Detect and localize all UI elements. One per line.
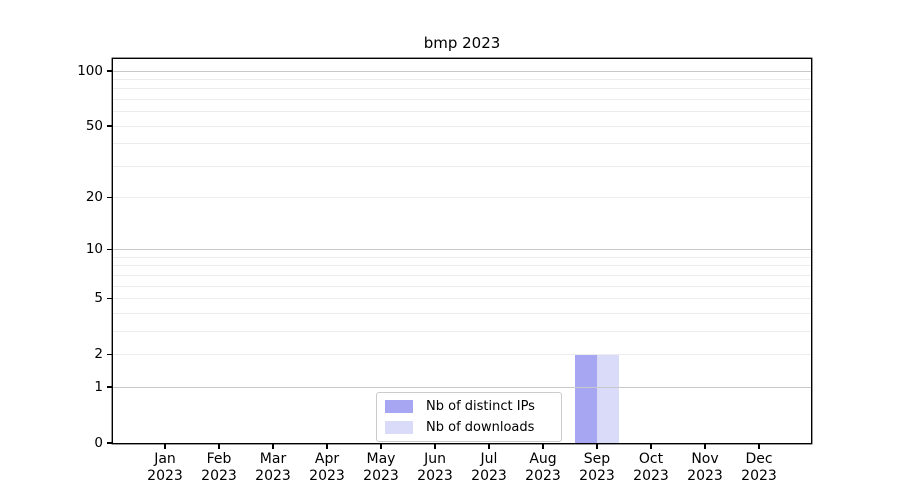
legend-swatch-distinct-ips-icon — [385, 400, 413, 414]
minor-gridline-9 — [113, 256, 811, 258]
minor-gridline-5 — [113, 298, 811, 300]
minor-gridline-90 — [113, 78, 811, 80]
y-tick-2 — [106, 353, 112, 356]
y-tick-label-100: 100 — [77, 62, 103, 79]
x-tick-sep-2023 — [596, 444, 598, 450]
legend-item-downloads: Nb of downloads — [385, 419, 553, 436]
y-tick-0 — [106, 442, 112, 444]
x-tick-label-may-2023: May 2023 — [363, 451, 399, 484]
major-gridline-100 — [113, 70, 811, 72]
y-tick-label-50: 50 — [85, 117, 103, 134]
bar-nb-of-distinct-ips-sep-2023 — [575, 354, 597, 443]
minor-gridline-30 — [113, 165, 811, 167]
y-tick-label-10: 10 — [85, 241, 103, 258]
y-tick-label-1: 1 — [94, 378, 103, 395]
y-tick-10 — [106, 249, 112, 251]
x-tick-nov-2023 — [704, 444, 706, 450]
x-tick-label-mar-2023: Mar 2023 — [255, 451, 291, 484]
x-tick-oct-2023 — [650, 444, 652, 450]
y-tick-1 — [106, 386, 112, 388]
x-tick-feb-2023 — [218, 444, 220, 450]
minor-gridline-3 — [113, 330, 811, 332]
minor-gridline-6 — [113, 285, 811, 287]
x-tick-label-dec-2023: Dec 2023 — [741, 451, 777, 484]
minor-gridline-7 — [113, 274, 811, 276]
minor-gridline-4 — [113, 312, 811, 314]
y-tick-50 — [106, 125, 112, 127]
x-tick-label-aug-2023: Aug 2023 — [525, 451, 561, 484]
legend-label-distinct-ips: Nb of distinct IPs — [426, 399, 535, 415]
x-tick-label-feb-2023: Feb 2023 — [201, 451, 237, 484]
major-gridline-1 — [113, 386, 811, 388]
y-tick-label-2: 2 — [94, 345, 103, 362]
x-tick-label-apr-2023: Apr 2023 — [309, 451, 345, 484]
x-tick-jan-2023 — [164, 444, 166, 450]
legend: Nb of distinct IPs Nb of downloads — [376, 392, 562, 442]
grid-layer — [113, 59, 811, 443]
legend-item-distinct-ips: Nb of distinct IPs — [385, 398, 553, 415]
legend-swatch-downloads-icon — [385, 420, 413, 434]
minor-gridline-80 — [113, 88, 811, 90]
minor-gridline-70 — [113, 98, 811, 100]
x-tick-label-jan-2023: Jan 2023 — [147, 451, 183, 484]
x-tick-apr-2023 — [326, 444, 328, 450]
x-tick-mar-2023 — [272, 444, 274, 450]
minor-gridline-20 — [113, 197, 811, 199]
x-tick-jul-2023 — [488, 444, 490, 450]
x-tick-label-oct-2023: Oct 2023 — [633, 451, 669, 484]
minor-gridline-2 — [113, 353, 811, 355]
bar-nb-of-downloads-sep-2023 — [597, 354, 619, 443]
x-tick-label-jul-2023: Jul 2023 — [471, 451, 507, 484]
x-tick-label-nov-2023: Nov 2023 — [687, 451, 723, 484]
x-tick-may-2023 — [380, 444, 382, 450]
x-tick-aug-2023 — [542, 444, 544, 450]
x-tick-dec-2023 — [758, 444, 760, 450]
x-tick-label-sep-2023: Sep 2023 — [579, 451, 615, 484]
x-tick-jun-2023 — [434, 444, 436, 450]
legend-label-downloads: Nb of downloads — [426, 419, 535, 435]
minor-gridline-8 — [113, 265, 811, 267]
bar-layer — [113, 59, 811, 443]
minor-gridline-50 — [113, 125, 811, 127]
y-tick-label-5: 5 — [94, 290, 103, 307]
chart-title: bmp 2023 — [423, 34, 501, 52]
x-tick-label-jun-2023: Jun 2023 — [417, 451, 453, 484]
y-tick-100 — [106, 70, 112, 72]
y-tick-5 — [106, 297, 112, 300]
major-gridline-10 — [113, 249, 811, 251]
minor-gridline-40 — [113, 143, 811, 145]
minor-gridline-60 — [113, 111, 811, 113]
y-tick-label-0: 0 — [94, 434, 103, 451]
y-tick-20 — [106, 196, 112, 199]
plot-area: Nb of distinct IPs Nb of downloads — [113, 59, 811, 443]
y-tick-label-20: 20 — [85, 189, 103, 206]
